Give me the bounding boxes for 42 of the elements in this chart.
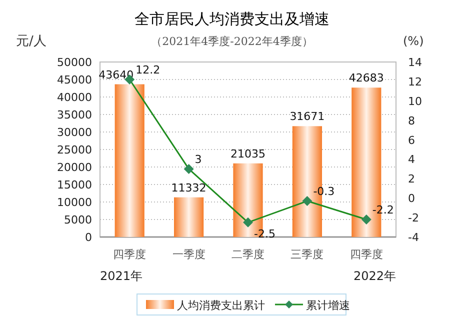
bar <box>174 197 204 237</box>
y-tick-label: 25000 <box>57 144 92 156</box>
y-tick-label: 10000 <box>57 196 92 209</box>
y-tick-label: 0 <box>85 231 92 244</box>
y2-tick-label: 10 <box>408 94 422 108</box>
y2-tick-label: 8 <box>408 114 415 128</box>
chart-subtitle: （2021年4季度-2022年4季度） <box>151 35 313 48</box>
x-tick-label: 四季度 <box>113 248 146 261</box>
y2-tick-label: 6 <box>408 134 415 147</box>
legend-label: 累计增速 <box>306 299 350 312</box>
x-tick-label: 四季度 <box>350 248 383 261</box>
y2-tick-label: 2 <box>408 172 415 186</box>
data-label: 12.2 <box>136 64 160 76</box>
y2-tick-label: 12 <box>408 75 422 88</box>
y2-tick-label: 14 <box>408 56 422 69</box>
x-tick-label: 一季度 <box>172 248 206 261</box>
y-axis-title: 元/人 <box>16 34 46 49</box>
y-tick-label: 30000 <box>57 126 92 139</box>
y-tick-label: 50000 <box>57 56 92 69</box>
y2-tick-label: 0 <box>408 192 415 206</box>
chart-title: 全市居民人均消费支出及增速 <box>134 10 330 28</box>
y2-tick-label: -4 <box>408 231 419 244</box>
y2-tick-label: 4 <box>408 153 415 166</box>
legend-label: 人均消费支出累计 <box>177 299 265 312</box>
data-label: 3 <box>194 152 202 166</box>
y-tick-label: 15000 <box>57 178 92 192</box>
data-label: 21035 <box>230 147 266 160</box>
bar <box>114 84 144 237</box>
y2-tick-label: -2 <box>408 212 419 225</box>
y-tick-label: 40000 <box>57 91 92 104</box>
y-tick-label: 20000 <box>57 161 92 174</box>
text: 2022年 <box>353 269 396 283</box>
y-tick-label: 45000 <box>57 74 92 86</box>
data-label: 31671 <box>290 110 325 124</box>
data-label: 11332 <box>171 181 206 194</box>
y-tick-label: 5000 <box>64 214 92 226</box>
x-tick-label: 三季度 <box>290 248 324 261</box>
data-label: 42683 <box>348 72 384 85</box>
y-tick-label: 35000 <box>57 108 92 122</box>
text: 2021年 <box>100 269 143 283</box>
y2-axis-title: (%) <box>403 34 424 48</box>
x-tick-label: 二季度 <box>232 248 264 261</box>
